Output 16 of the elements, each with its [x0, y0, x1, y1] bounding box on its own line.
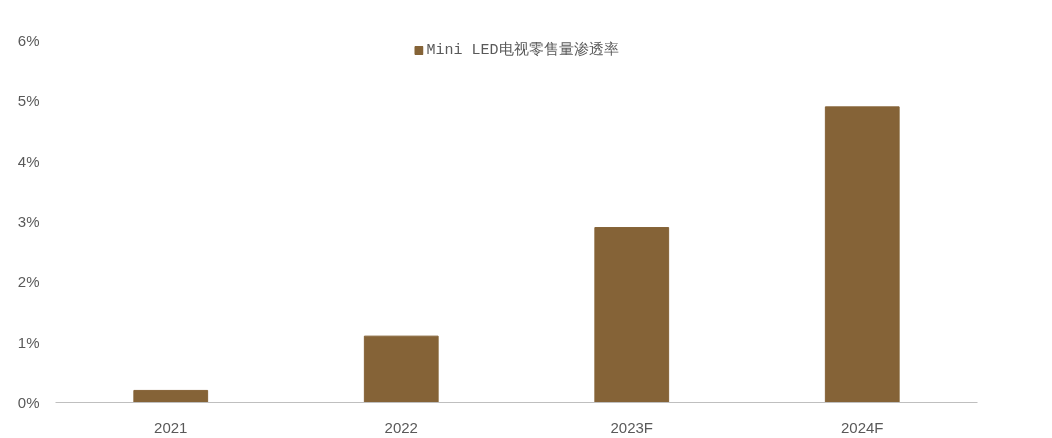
bar — [594, 227, 670, 403]
x-tick-label: 2022 — [384, 418, 418, 436]
y-tick-label: 3% — [17, 213, 40, 230]
bar — [824, 106, 900, 403]
y-tick-label: 0% — [17, 394, 40, 411]
y-tick-label: 1% — [17, 333, 40, 351]
bar — [133, 389, 209, 403]
y-tick-label: 5% — [17, 92, 40, 110]
y-tick-label: 4% — [17, 152, 40, 170]
y-tick-label: 2% — [17, 273, 40, 291]
legend-label: Mini LED电视零售量渗透率 — [426, 40, 619, 59]
x-tick-label: 2023F — [610, 418, 654, 436]
x-tick-label: 2024F — [840, 418, 884, 436]
x-tick-label: 2021 — [154, 418, 188, 436]
bar — [363, 335, 439, 403]
y-tick-label: 6% — [17, 32, 40, 49]
